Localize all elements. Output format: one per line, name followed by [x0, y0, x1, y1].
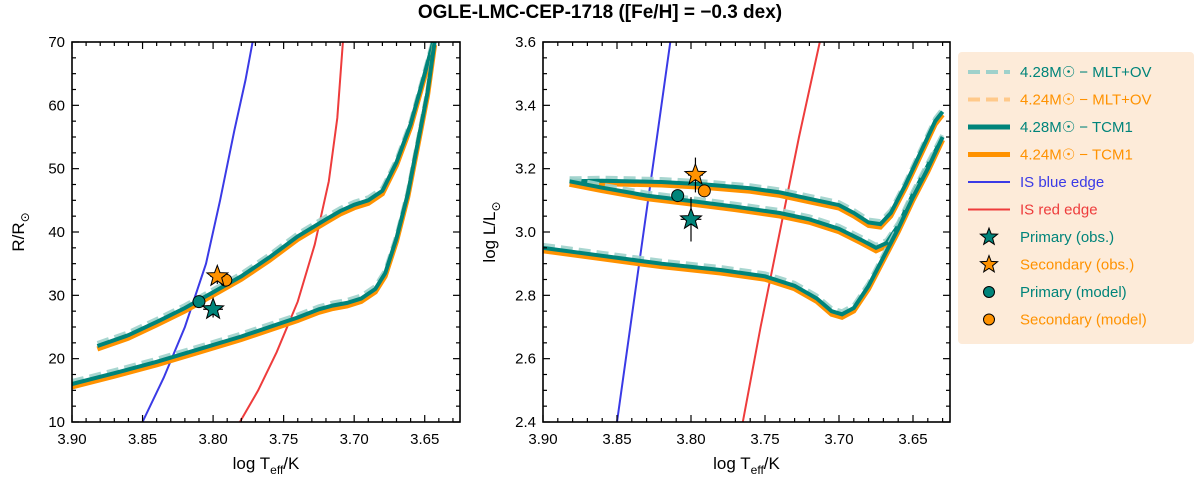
radius-x-tick-label: 3.90 [57, 431, 86, 448]
legend-label: 4.28M☉ − MLT+OV [1020, 64, 1152, 81]
radius-x-axis: 3.90 3.85 3.80 3.75 3.70 3.65 [57, 42, 454, 448]
luminosity-track-lower-orange-mltov [543, 139, 945, 320]
radius-track-upper-teal-tcm1 [96, 42, 436, 348]
figure-title: OGLE-LMC-CEP-1718 ([Fe/H] = −0.3 dex) [417, 2, 783, 23]
luminosity-primary-model [671, 189, 685, 203]
radius-track-upper-orange-mltov [96, 44, 436, 351]
luminosity-secondary-model [697, 184, 711, 198]
legend-label: Secondary (obs.) [1020, 257, 1134, 274]
legend-label: Secondary (model) [1020, 312, 1147, 329]
legend-swatch-circle [983, 286, 995, 298]
radius-is-red-edge [239, 42, 344, 422]
legend-swatch-star [979, 254, 999, 273]
luminosity-x-tick-label: 3.65 [898, 431, 927, 448]
radius-x-tick-label: 3.85 [128, 431, 157, 448]
luminosity-track-upper-teal-tcm1 [569, 110, 945, 227]
radius-x-tick-label: 3.75 [269, 431, 298, 448]
luminosity-x-tick-label: 3.70 [824, 431, 853, 448]
radius-secondary-observed-star [205, 263, 230, 287]
luminosity-y-tick-label: 3.4 [515, 97, 536, 114]
radius-y-axis: 10 20 30 40 50 60 70 [48, 34, 460, 431]
legend-background [958, 52, 1194, 344]
luminosity-y-tick-label: 2.6 [515, 351, 536, 368]
luminosity-y-tick-label: 3.2 [515, 161, 536, 178]
radius-plot-area [72, 42, 438, 422]
luminosity-track-upper-teal-mltov [569, 107, 945, 224]
radius-y-tick-label: 10 [48, 414, 65, 431]
luminosity-secondary-observed-star [683, 162, 708, 186]
luminosity-y-tick-label: 2.4 [515, 414, 536, 431]
radius-y-tick-label: 40 [48, 224, 65, 241]
radius-track-lower-teal-tcm1 [72, 42, 437, 386]
radius-y-axis-label: R/R⊙ [9, 212, 32, 251]
luminosity-x-axis-label: log Teff/K [713, 454, 780, 477]
radius-x-tick-label: 3.65 [410, 431, 439, 448]
luminosity-x-tick-label: 3.85 [602, 431, 631, 448]
luminosity-x-tick-label: 3.75 [750, 431, 779, 448]
radius-y-tick-label: 60 [48, 97, 65, 114]
legend-label: 4.28M☉ − TCM1 [1020, 119, 1133, 136]
radius-primary-model [192, 295, 206, 309]
luminosity-primary-observed-star [679, 206, 703, 230]
luminosity-x-tick-label: 3.90 [528, 431, 557, 448]
legend-swatch-circle [983, 313, 995, 326]
luminosity-is-red-edge [741, 42, 821, 422]
luminosity-panel: 3.90 3.85 3.80 3.75 3.70 3.652.42.62.83.03.23… [480, 34, 951, 477]
radius-y-tick-label: 30 [48, 287, 65, 304]
luminosity-frame [542, 41, 951, 423]
luminosity-is-blue-edge [616, 42, 672, 422]
legend-label: IS blue edge [1020, 174, 1104, 191]
luminosity-track-loop-orange-tcm1 [569, 138, 945, 254]
legend-label: IS red edge [1020, 202, 1098, 219]
legend-label: Primary (obs.) [1020, 229, 1114, 246]
luminosity-track-lower-orange-tcm1 [543, 138, 945, 320]
radius-primary-observed-star [201, 296, 225, 320]
legend-swatch-star [979, 226, 999, 246]
luminosity-y-tick-label: 2.8 [515, 287, 536, 304]
radius-x-tick-label: 3.80 [198, 431, 227, 448]
luminosity-y-axis: 2.4 2.6 2.8 3.0 3.2 3.4 3.6 [515, 34, 950, 431]
radius-panel: 3.90 3.85 3.80 3.75 3.70 3.65 10 20 30 40 50 60 70 lo… [9, 34, 461, 477]
legend-label: Primary (model) [1020, 284, 1127, 301]
radius-y-tick-label: 70 [48, 34, 65, 51]
radius-x-axis-label: log Teff/K [233, 454, 300, 477]
luminosity-y-tick-label: 3.0 [515, 224, 536, 241]
luminosity-plot-area [543, 42, 945, 422]
radius-x-tick-label: 3.70 [340, 431, 369, 448]
radius-track-upper-orange-tcm1 [96, 44, 436, 352]
radius-track-lower-teal-mltov [72, 42, 437, 383]
legend-label: 4.24M☉ − TCM1 [1020, 147, 1133, 164]
luminosity-track-lower-teal-tcm1 [543, 136, 945, 317]
luminosity-y-axis-label: log L/L⊙ [480, 201, 503, 262]
luminosity-x-axis: 3.90 3.85 3.80 3.75 3.70 3.65 [528, 42, 944, 448]
radius-y-tick-label: 20 [48, 351, 65, 368]
luminosity-y-tick-label: 3.6 [515, 34, 536, 51]
luminosity-x-tick-label: 3.80 [676, 431, 705, 448]
legend: 4.28M☉ − MLT+OV 4.24M☉ − MLT+OV 4.28M☉ − T… [958, 52, 1194, 344]
radius-y-tick-label: 50 [48, 161, 65, 178]
radius-is-blue-edge [141, 42, 254, 422]
legend-label: 4.24M☉ − MLT+OV [1020, 92, 1152, 109]
